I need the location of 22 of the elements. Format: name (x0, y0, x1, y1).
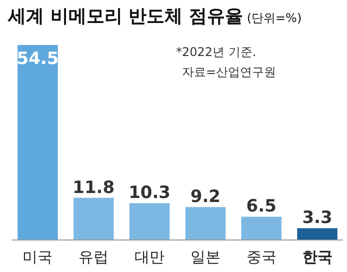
x-tick-label: 중국 (246, 248, 276, 266)
data-label: 6.5 (246, 196, 276, 217)
bar (297, 228, 338, 240)
x-tick-label: 한국 (302, 248, 332, 266)
chart-subtitle: (단위=%) (246, 11, 302, 25)
data-label: 10.3 (128, 183, 171, 204)
bar (18, 45, 58, 240)
x-tick-label: 유럽 (78, 248, 109, 266)
bar (74, 198, 114, 240)
x-tick-label: 대만 (134, 248, 165, 266)
chart-title: 세계 비메모리 반도체 점유율 (8, 6, 243, 27)
data-label: 9.2 (190, 187, 221, 208)
bar (185, 207, 226, 240)
annotation: 자료=산업연구원 (182, 65, 276, 79)
data-label: 3.3 (302, 208, 332, 228)
bar (129, 203, 170, 240)
annotation: *2022년 기준. (176, 45, 256, 59)
x-tick-label: 일본 (190, 248, 220, 266)
bar (241, 216, 282, 240)
data-label: 11.8 (72, 178, 115, 198)
data-label: 54.5 (16, 49, 59, 69)
x-tick-label: 미국 (22, 248, 53, 266)
